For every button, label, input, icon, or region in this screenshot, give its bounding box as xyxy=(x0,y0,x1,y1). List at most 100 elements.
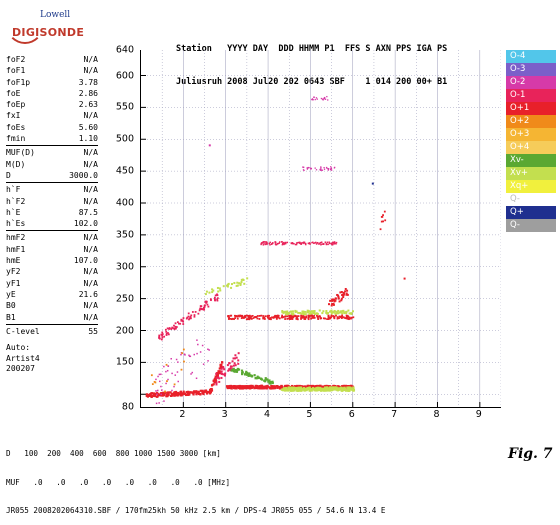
echo-trace-second-hop-x xyxy=(236,284,239,287)
echo-trace-second-hop xyxy=(161,333,164,336)
echo-trace-second-hop-x xyxy=(238,282,241,285)
echo-trace-fourth-hop xyxy=(329,169,332,171)
echo-trace-second-hop xyxy=(168,328,170,330)
echo-trace-xv-plus xyxy=(349,387,353,390)
echo-trace-es-second-x xyxy=(339,310,342,313)
echo-trace-es-second xyxy=(345,314,348,317)
param-name: h`F2 xyxy=(6,196,26,206)
y-tick-label: 200 xyxy=(115,325,134,336)
echo-noise-high xyxy=(384,219,387,222)
echo-trace-e-layer xyxy=(154,392,158,395)
echo-trace-e-layer xyxy=(188,391,192,394)
echo-trace-xv-plus xyxy=(333,386,337,389)
echo-trace-es-layer xyxy=(266,384,269,388)
echo-trace-e-rise xyxy=(237,359,240,362)
echo-trace-second-hop-top xyxy=(331,303,334,306)
echo-trace-e-rise xyxy=(229,369,232,372)
echo-trace-second-hop xyxy=(206,303,209,306)
echo-trace-third-hop xyxy=(261,242,263,244)
param-value: 87.5 xyxy=(78,207,98,217)
echo-trace-e-layer xyxy=(153,394,156,397)
echo-trace-e-cusp xyxy=(209,390,212,393)
echo-trace-es-second xyxy=(307,314,310,317)
echo-trace-es-second-x xyxy=(326,312,329,315)
echo-trace-second-hop xyxy=(204,300,207,303)
echo-trace-e-rise xyxy=(233,362,236,365)
echo-trace-e-cusp xyxy=(212,383,215,386)
echo-trace-es-second xyxy=(248,318,251,321)
echo-trace-second-hop-top xyxy=(333,300,336,303)
echo-trace-second-hop-x xyxy=(239,284,242,287)
echo-trace-e-layer xyxy=(201,392,204,395)
echo-trace-x-green xyxy=(241,371,244,374)
echo-trace-second-hop-top xyxy=(342,296,345,299)
echo-trace-e-layer xyxy=(145,393,148,396)
echo-trace-third-hop xyxy=(281,243,284,246)
param-value: 3000.0 xyxy=(69,170,98,180)
echo-noise xyxy=(157,389,159,392)
y-tick-label: 80 xyxy=(121,401,134,413)
echo-trace-e-cusp xyxy=(214,375,217,378)
echo-trace-es-second xyxy=(289,315,291,318)
echo-trace-third-hop xyxy=(283,242,286,245)
echo-trace-third-hop xyxy=(308,242,310,245)
echo-trace-es-layer xyxy=(304,385,307,388)
legend-entry: Xv+ xyxy=(506,167,556,180)
echo-noise xyxy=(163,365,165,368)
echo-trace-es-second xyxy=(282,316,285,318)
echo-trace-second-hop xyxy=(163,335,166,338)
echo-trace-second-hop xyxy=(189,315,192,318)
echo-trace-second-hop-x xyxy=(243,282,246,285)
echo-trace-fourth-hop xyxy=(302,166,305,169)
legend-entry: Xv- xyxy=(506,154,556,167)
echo-trace-xv-plus xyxy=(303,389,306,392)
echo-trace-xv-plus xyxy=(338,387,342,390)
echo-trace-second-hop xyxy=(209,298,212,301)
echo-trace-second-hop xyxy=(187,312,190,315)
echo-trace-es-second xyxy=(237,314,240,317)
echo-trace-second-hop-top xyxy=(344,287,347,290)
echo-trace-es-second-x xyxy=(313,311,316,314)
echo-trace-x-green xyxy=(236,368,239,372)
echo-trace-es-layer xyxy=(332,384,335,388)
echo-trace-es-second xyxy=(347,315,350,318)
echo-trace-es-second-x xyxy=(301,312,304,315)
echo-trace-es-second-x xyxy=(312,310,315,313)
echo-trace-second-hop xyxy=(213,296,216,299)
echo-trace-fifth-hop xyxy=(322,99,324,101)
echo-trace-third-hop xyxy=(272,242,274,244)
echo-trace-es-second-x xyxy=(295,310,298,313)
echo-trace-e-rise xyxy=(232,364,235,367)
echo-trace-third-hop xyxy=(284,242,287,245)
echo-trace-es-second xyxy=(311,316,314,318)
echo-trace-second-hop-x xyxy=(222,285,225,288)
echo-trace-x-green xyxy=(267,380,270,383)
echo-noise xyxy=(158,402,160,404)
echo-trace-es-second xyxy=(303,316,306,318)
param-name: yE xyxy=(6,289,16,299)
echo-trace-es-layer xyxy=(280,386,284,389)
echo-trace-es-second-x xyxy=(330,310,333,313)
param-row: h`F2 N/A xyxy=(6,196,98,207)
echo-trace-second-hop-top xyxy=(328,303,331,306)
header-line-values: Juliusruh 2008 Jul20 202 0643 SBF 1 014 … xyxy=(176,77,448,87)
echo-trace-es-second xyxy=(352,316,355,319)
echo-trace-e-layer xyxy=(179,394,182,397)
echo-trace-second-hop xyxy=(188,317,191,320)
echo-trace-es-second xyxy=(256,317,259,320)
echo-trace-xv-plus xyxy=(289,386,293,389)
x-tick-label: 9 xyxy=(475,409,482,420)
echo-trace-e-cusp xyxy=(208,391,211,394)
echo-trace-fourth-hop xyxy=(320,166,322,168)
echo-trace-es-layer xyxy=(285,385,288,388)
echo-trace-xv-plus xyxy=(287,386,291,389)
echo-trace-third-hop xyxy=(300,242,303,244)
echo-trace-fourth-hop xyxy=(327,167,330,170)
echo-trace-es-second xyxy=(258,318,261,320)
echo-trace-es-second xyxy=(330,316,333,319)
echo-point-isolated xyxy=(208,144,211,147)
echo-trace-third-hop xyxy=(270,243,273,245)
echo-trace-es-layer xyxy=(307,384,310,388)
echo-trace-es-layer xyxy=(341,385,345,388)
echo-trace-es-second xyxy=(240,317,243,320)
